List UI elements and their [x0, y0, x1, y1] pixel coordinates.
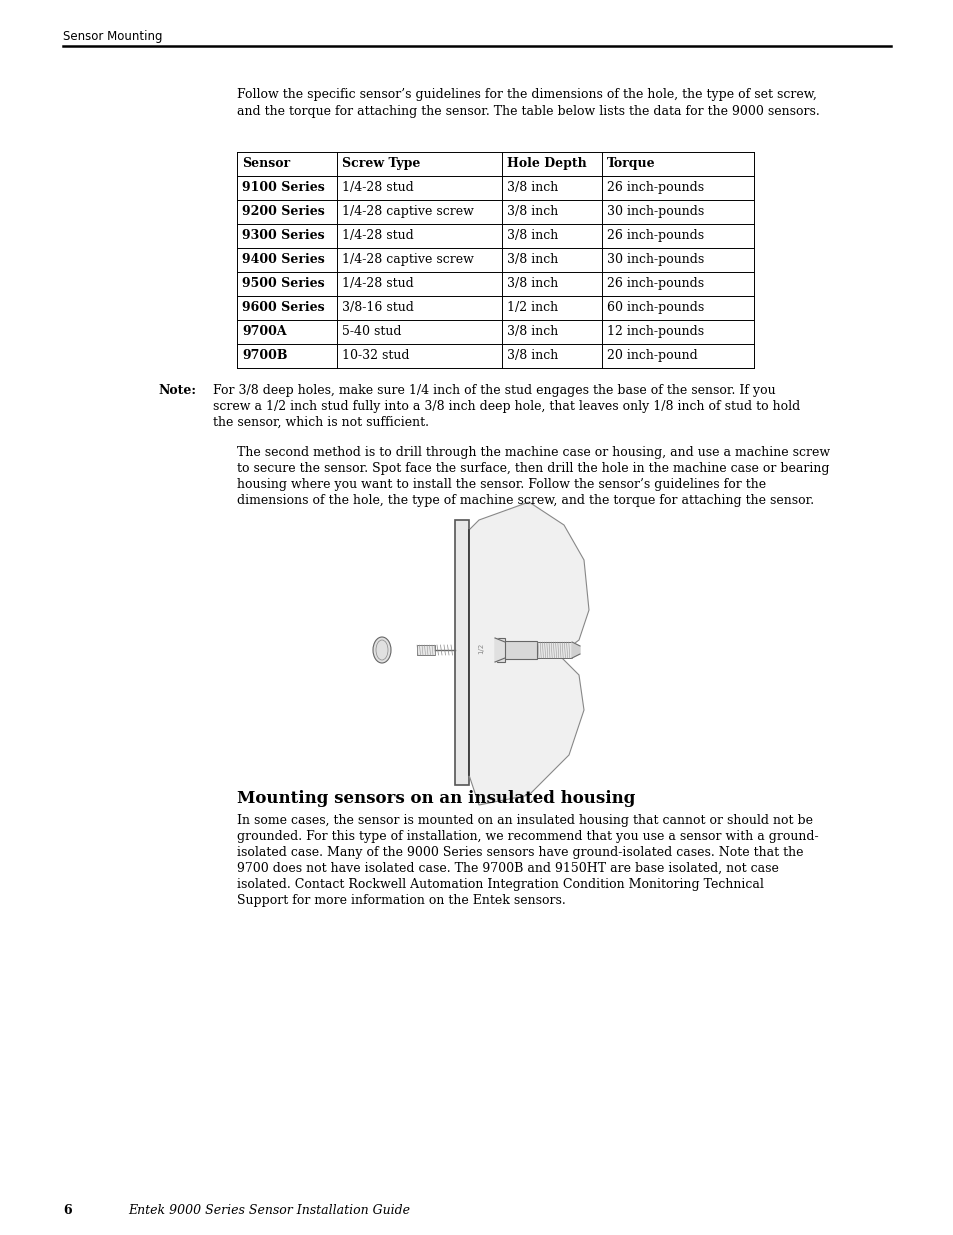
Bar	[497, 638, 504, 662]
Text: 3/8-16 stud: 3/8-16 stud	[341, 301, 414, 314]
Text: isolated case. Many of the 9000 Series sensors have ground-isolated cases. Note : isolated case. Many of the 9000 Series s…	[236, 846, 802, 860]
Text: 1/4-28 stud: 1/4-28 stud	[341, 277, 414, 290]
Text: 12 inch-pounds: 12 inch-pounds	[606, 325, 703, 338]
Ellipse shape	[373, 637, 391, 663]
Text: screw a 1/2 inch stud fully into a 3/8 inch deep hole, that leaves only 1/8 inch: screw a 1/2 inch stud fully into a 3/8 i…	[213, 400, 800, 412]
Text: 3/8 inch: 3/8 inch	[506, 253, 558, 266]
Text: 3/8 inch: 3/8 inch	[506, 182, 558, 194]
Polygon shape	[495, 638, 504, 662]
Text: 26 inch-pounds: 26 inch-pounds	[606, 182, 703, 194]
Text: 26 inch-pounds: 26 inch-pounds	[606, 277, 703, 290]
Text: 10-32 stud: 10-32 stud	[341, 350, 409, 362]
Text: 30 inch-pounds: 30 inch-pounds	[606, 253, 703, 266]
Text: Sensor Mounting: Sensor Mounting	[63, 30, 162, 43]
Text: dimensions of the hole, the type of machine screw, and the torque for attaching : dimensions of the hole, the type of mach…	[236, 494, 813, 508]
Bar	[504, 641, 537, 659]
Bar	[537, 642, 572, 658]
Text: The second method is to drill through the machine case or housing, and use a mac: The second method is to drill through th…	[236, 446, 829, 459]
Text: 1/4-28 stud: 1/4-28 stud	[341, 182, 414, 194]
Polygon shape	[469, 501, 588, 805]
Text: housing where you want to install the sensor. Follow the sensor’s guidelines for: housing where you want to install the se…	[236, 478, 765, 492]
Text: Note:: Note:	[158, 384, 195, 396]
Text: Support for more information on the Entek sensors.: Support for more information on the Ente…	[236, 894, 565, 906]
Text: the sensor, which is not sufficient.: the sensor, which is not sufficient.	[213, 416, 429, 429]
Text: 30 inch-pounds: 30 inch-pounds	[606, 205, 703, 219]
Text: 9600 Series: 9600 Series	[242, 301, 324, 314]
Text: 9700B: 9700B	[242, 350, 287, 362]
Bar	[455, 520, 469, 785]
Text: Mounting sensors on an insulated housing: Mounting sensors on an insulated housing	[236, 790, 635, 806]
Text: 9100 Series: 9100 Series	[242, 182, 324, 194]
Text: Hole Depth: Hole Depth	[506, 157, 586, 170]
Text: 9700A: 9700A	[242, 325, 286, 338]
Text: Torque: Torque	[606, 157, 655, 170]
Text: 3/8 inch: 3/8 inch	[506, 325, 558, 338]
Text: 3/8 inch: 3/8 inch	[506, 205, 558, 219]
Text: 20 inch-pound: 20 inch-pound	[606, 350, 697, 362]
Text: 3/8 inch: 3/8 inch	[506, 277, 558, 290]
Text: isolated. Contact Rockwell Automation Integration Condition Monitoring Technical: isolated. Contact Rockwell Automation In…	[236, 878, 763, 890]
Text: In some cases, the sensor is mounted on an insulated housing that cannot or shou: In some cases, the sensor is mounted on …	[236, 814, 812, 827]
Text: Follow the specific sensor’s guidelines for the dimensions of the hole, the type: Follow the specific sensor’s guidelines …	[236, 88, 816, 101]
Text: For 3/8 deep holes, make sure 1/4 inch of the stud engages the base of the senso: For 3/8 deep holes, make sure 1/4 inch o…	[213, 384, 775, 396]
Text: 5-40 stud: 5-40 stud	[341, 325, 401, 338]
Text: and the torque for attaching the sensor. The table below lists the data for the : and the torque for attaching the sensor.…	[236, 105, 819, 119]
Text: 60 inch-pounds: 60 inch-pounds	[606, 301, 703, 314]
Text: grounded. For this type of installation, we recommend that you use a sensor with: grounded. For this type of installation,…	[236, 830, 818, 844]
Text: to secure the sensor. Spot face the surface, then drill the hole in the machine : to secure the sensor. Spot face the surf…	[236, 462, 828, 475]
Text: Screw Type: Screw Type	[341, 157, 420, 170]
Text: Sensor: Sensor	[242, 157, 290, 170]
Text: 3/8 inch: 3/8 inch	[506, 350, 558, 362]
Bar	[416, 645, 435, 655]
Text: 9400 Series: 9400 Series	[242, 253, 324, 266]
Text: 3/8 inch: 3/8 inch	[506, 228, 558, 242]
Text: 1/4-28 captive screw: 1/4-28 captive screw	[341, 205, 474, 219]
Text: 9700 does not have isolated case. The 9700B and 9150HT are base isolated, not ca: 9700 does not have isolated case. The 97…	[236, 862, 778, 876]
Text: 9500 Series: 9500 Series	[242, 277, 324, 290]
Text: 6: 6	[63, 1204, 71, 1216]
Polygon shape	[572, 642, 579, 658]
Text: 1/2: 1/2	[477, 642, 483, 653]
Text: 1/4-28 captive screw: 1/4-28 captive screw	[341, 253, 474, 266]
Text: 26 inch-pounds: 26 inch-pounds	[606, 228, 703, 242]
Text: 1/2 inch: 1/2 inch	[506, 301, 558, 314]
Text: 9200 Series: 9200 Series	[242, 205, 324, 219]
Text: Entek 9000 Series Sensor Installation Guide: Entek 9000 Series Sensor Installation Gu…	[128, 1204, 410, 1216]
Text: 1/4-28 stud: 1/4-28 stud	[341, 228, 414, 242]
Text: 9300 Series: 9300 Series	[242, 228, 324, 242]
